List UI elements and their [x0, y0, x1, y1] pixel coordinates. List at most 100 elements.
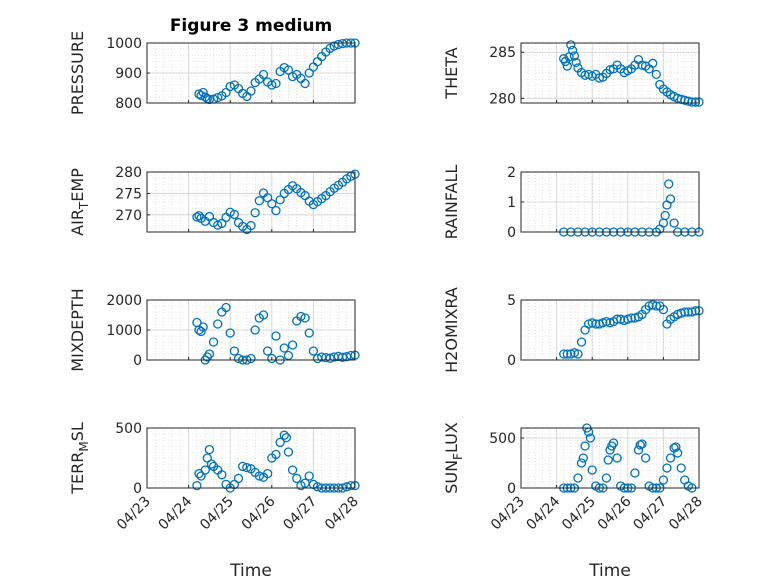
data-point [630, 468, 640, 478]
data-point [206, 459, 217, 469]
data-point [603, 455, 613, 465]
data-point [660, 210, 670, 221]
data-point [217, 470, 227, 480]
x-tick-label: 04/24 [156, 493, 196, 533]
data-point [571, 57, 581, 68]
data-point [271, 449, 281, 460]
data-point [669, 218, 679, 228]
data-point [683, 96, 693, 106]
data-point [204, 444, 215, 455]
y-tick-label: 5 [507, 293, 516, 309]
data-point [198, 322, 208, 332]
y-tick-label: 1000 [106, 323, 142, 339]
x-tick-label: 04/25 [559, 494, 599, 534]
x-tick-label: 04/27 [630, 494, 670, 534]
data-point [271, 331, 281, 341]
data-point [580, 70, 590, 80]
subplot-rainfall: 0 1 2 RAINFALL [442, 165, 704, 241]
axes-background [147, 428, 355, 488]
axes-box [520, 42, 700, 104]
data-point [221, 302, 231, 313]
x-axis-label: Time [588, 561, 631, 581]
data-point [664, 179, 674, 189]
data-point [238, 461, 248, 472]
data-point [196, 326, 206, 337]
data-point [567, 45, 578, 56]
data-point [680, 307, 690, 317]
y-tick-label: 500 [115, 421, 142, 437]
y-tick-label: 0 [507, 353, 516, 369]
data-point [254, 471, 264, 481]
data-point [662, 463, 672, 473]
data-point [569, 51, 580, 61]
data-point [287, 465, 298, 475]
x-tick-label: 04/27 [280, 494, 320, 534]
data-point [612, 453, 622, 463]
y-tick-label: 500 [489, 431, 516, 447]
data-point [258, 310, 269, 320]
data-point [275, 437, 285, 448]
data-point [262, 468, 273, 479]
data-point [637, 439, 647, 449]
y-tick-label: 280 [115, 165, 142, 181]
data-point [587, 465, 597, 475]
data-point [287, 340, 298, 350]
chart-title: Figure 3 medium [170, 16, 332, 36]
data-point [246, 353, 256, 364]
data-point [304, 328, 314, 338]
data-point [308, 346, 319, 356]
data-point [658, 475, 669, 485]
data-point [325, 353, 335, 363]
data-point [671, 442, 681, 452]
y-axis-label: RAINFALL [442, 165, 461, 240]
data-point [229, 346, 240, 356]
x-tick-label: 04/26 [239, 493, 279, 533]
x-axis-label: Time [229, 561, 272, 581]
subplot-theta: 280 285 THETA [442, 40, 704, 107]
data-point [329, 41, 339, 51]
data-point [233, 473, 244, 484]
data-point [651, 69, 661, 80]
data-point [279, 343, 289, 353]
data-point [573, 473, 583, 483]
y-axis-label: MIXDEPTH [68, 288, 87, 371]
data-point [637, 60, 647, 70]
data-point [562, 61, 572, 71]
data-point [578, 453, 588, 463]
data-point [296, 311, 306, 322]
data-point [213, 220, 223, 230]
data-point [271, 205, 281, 216]
subplot-mixdepth: 0 1000 2000 MIXDEPTH [68, 288, 360, 372]
data-point [192, 212, 202, 222]
x-tick-label: 04/24 [524, 493, 564, 533]
data-point [246, 220, 256, 231]
y-tick-label: 900 [115, 66, 142, 82]
x-tick-label: 04/28 [666, 494, 706, 534]
y-axis-label: H2OMIXRA [442, 287, 461, 373]
data-point [612, 314, 622, 324]
data-point [608, 438, 619, 448]
data-point [576, 458, 587, 468]
x-tick-label: 04/28 [322, 494, 362, 534]
y-tick-label: 800 [115, 96, 142, 112]
y-axis-label: PRESSURE [68, 31, 87, 115]
data-point [687, 97, 697, 107]
y-axis-label: AIRTEMP [68, 168, 91, 236]
data-point [337, 352, 348, 362]
data-point [605, 65, 615, 75]
data-point [580, 441, 590, 451]
data-point [246, 86, 256, 96]
y-axis-label: THETA [442, 47, 461, 99]
data-point [225, 81, 235, 92]
axes-box [146, 427, 356, 489]
y-tick-label: 0 [507, 481, 516, 497]
data-point [213, 92, 223, 103]
data-point [208, 337, 219, 347]
data-point [267, 199, 277, 209]
data-point [304, 471, 314, 481]
data-point [300, 313, 310, 323]
x-tick-label: 04/23 [114, 494, 154, 534]
subplot-air-temp: 270 275 280 AIRTEMP [68, 165, 360, 236]
y-tick-label: 275 [115, 186, 142, 202]
axes-box [520, 427, 700, 489]
